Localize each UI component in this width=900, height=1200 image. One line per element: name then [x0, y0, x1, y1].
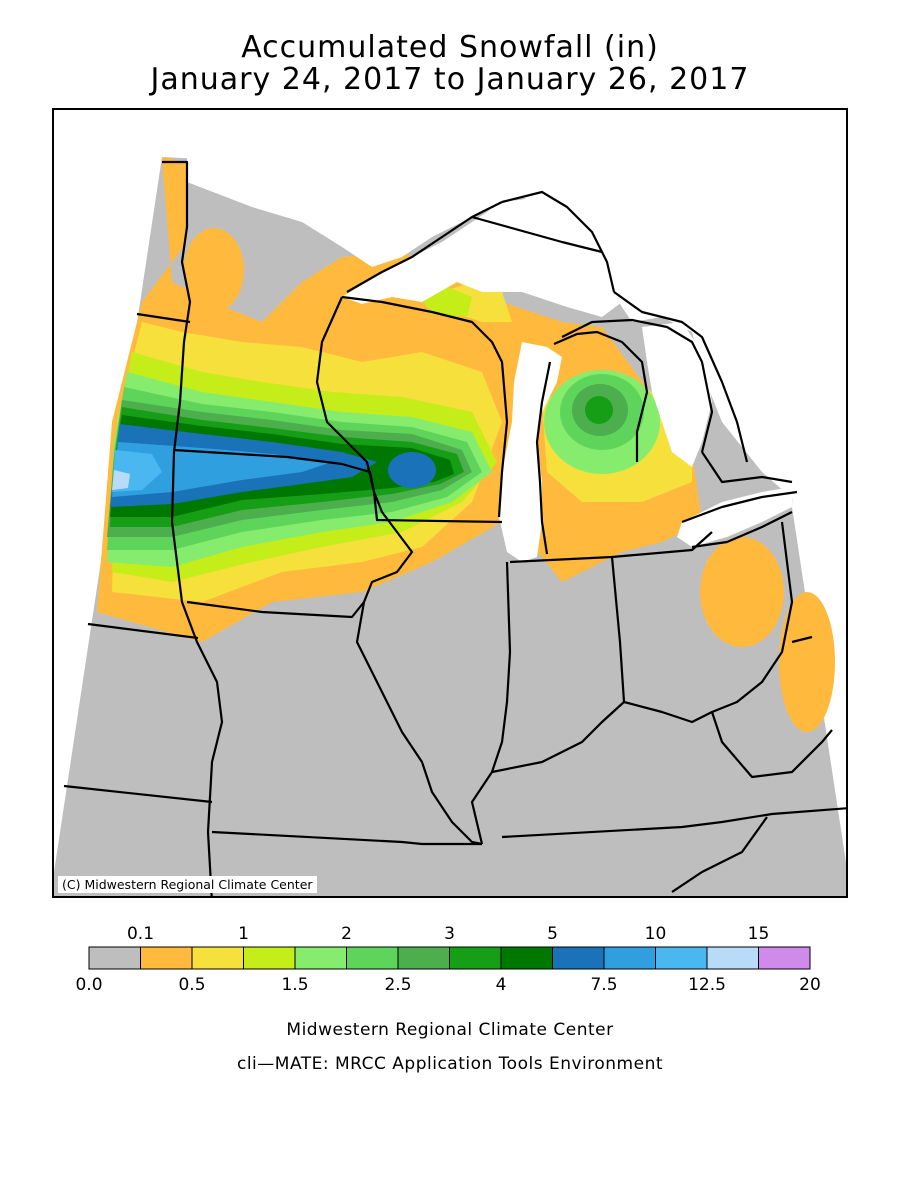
- legend-tick-label: 5: [547, 924, 558, 944]
- legend-swatch: [706, 946, 759, 970]
- legend-tick-label: 15: [748, 924, 770, 944]
- legend-swatch: [397, 946, 450, 970]
- snow-band-5: [388, 452, 436, 488]
- legend-tick-label: 0.0: [75, 975, 102, 995]
- snow-band-3: [585, 396, 613, 424]
- legend-tick-label: 1.5: [281, 975, 308, 995]
- legend-swatch: [140, 946, 193, 970]
- lake-michigan: [499, 342, 562, 562]
- snow-band-0.1: [184, 228, 244, 312]
- legend-tick-label: 3: [444, 924, 455, 944]
- legend-tick-label: 10: [645, 924, 667, 944]
- footer-organization: Midwestern Regional Climate Center: [286, 1020, 614, 1040]
- legend-swatch: [243, 946, 296, 970]
- legend-tick-label: 0.5: [178, 975, 205, 995]
- legend-swatch: [655, 946, 708, 970]
- legend-swatch: [294, 946, 347, 970]
- map-date-range: January 24, 2017 to January 26, 2017: [150, 62, 750, 97]
- legend-swatch: [191, 946, 244, 970]
- legend-tick-label: 2: [341, 924, 352, 944]
- legend-swatch: [88, 946, 141, 970]
- state-boundaries: [63, 160, 846, 896]
- snow-band-12.5: [112, 470, 130, 490]
- legend-tick-label: 7.5: [590, 975, 617, 995]
- legend-swatch: [758, 946, 811, 970]
- lake-huron: [642, 322, 712, 467]
- canada-land: [187, 112, 846, 507]
- legend-tick-label: 20: [799, 975, 821, 995]
- snowfall-map: (C) Midwestern Regional Climate Center: [52, 108, 848, 898]
- footer-tool-name: cli—MATE: MRCC Application Tools Environ…: [236, 1054, 664, 1074]
- legend-tick-label: 12.5: [688, 975, 726, 995]
- lake-superior: [342, 197, 622, 317]
- legend-swatch: [449, 946, 502, 970]
- legend-tick-label: 1: [238, 924, 249, 944]
- legend-swatch: [552, 946, 605, 970]
- map-credit: (C) Midwestern Regional Climate Center: [58, 876, 317, 893]
- snow-band-0.1: [779, 592, 835, 732]
- legend-swatch: [500, 946, 553, 970]
- legend-tick-label: 0.1: [127, 924, 154, 944]
- legend-tick-label: 2.5: [384, 975, 411, 995]
- snow-band-0.1: [700, 537, 784, 647]
- legend-swatch: [603, 946, 656, 970]
- map-title: Accumulated Snowfall (in): [241, 30, 659, 65]
- legend-swatch: [346, 946, 399, 970]
- lake-erie: [677, 487, 792, 547]
- legend-tick-label: 4: [496, 975, 507, 995]
